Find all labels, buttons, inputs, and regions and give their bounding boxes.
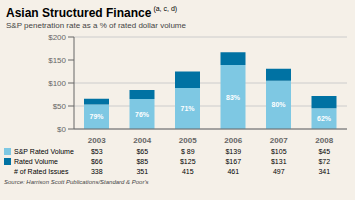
svg-text:$100: $100	[48, 79, 66, 88]
svg-text:2004: 2004	[133, 136, 151, 143]
svg-text:80%: 80%	[271, 101, 286, 108]
html-text:S&P Rated Volume: S&P Rated Volume	[14, 147, 74, 155]
html-text:$167: $167	[225, 157, 241, 165]
html-text:$45: $45	[318, 147, 331, 155]
html-text:$72: $72	[318, 157, 331, 165]
html-text:Rated Volume: Rated Volume	[14, 157, 58, 165]
html-text:Source: Harrison Scott Publica: Source: Harrison Scott Publications/Stan…	[4, 179, 149, 185]
svg-text:$0: $0	[57, 125, 66, 134]
html-text:497: 497	[272, 167, 285, 175]
svg-text:$150: $150	[48, 56, 66, 65]
html-text:$ 89: $ 89	[180, 147, 195, 155]
svg-text:2008: 2008	[315, 136, 333, 143]
html-text:$85: $85	[136, 157, 149, 165]
svg-text:71%: 71%	[180, 105, 195, 112]
svg-text:2007: 2007	[270, 136, 288, 143]
svg-text:$50: $50	[53, 102, 67, 111]
html-text:351: 351	[136, 167, 149, 175]
html-text:$53: $53	[90, 147, 103, 155]
html-text:$105: $105	[271, 147, 287, 155]
html-text:341: 341	[318, 167, 331, 175]
svg-text:83%: 83%	[226, 94, 241, 101]
html-text:$65: $65	[136, 147, 149, 155]
html-text:$139: $139	[225, 147, 241, 155]
html-text:$131: $131	[271, 157, 287, 165]
svg-text:79%: 79%	[89, 113, 104, 120]
html-text:415: 415	[181, 167, 194, 175]
svg-text:62%: 62%	[317, 115, 332, 122]
svg-text:2006: 2006	[224, 136, 242, 143]
html-text:S&P penetration rate as a % of: S&P penetration rate as a % of rated dol…	[6, 21, 186, 30]
html-text:# of Rated Issues: # of Rated Issues	[14, 167, 69, 175]
svg-text:$200: $200	[48, 33, 66, 42]
svg-text:2005: 2005	[179, 136, 197, 143]
html-text:Asian Structured Finance(a, c,: Asian Structured Finance(a, c, d)	[6, 4, 178, 20]
html-text:$66: $66	[90, 157, 103, 165]
svg-text:76%: 76%	[135, 111, 150, 118]
html-text:$125: $125	[180, 157, 196, 165]
html-text:461: 461	[227, 167, 240, 175]
html-text:338: 338	[90, 167, 103, 175]
svg-text:2003: 2003	[88, 136, 106, 143]
